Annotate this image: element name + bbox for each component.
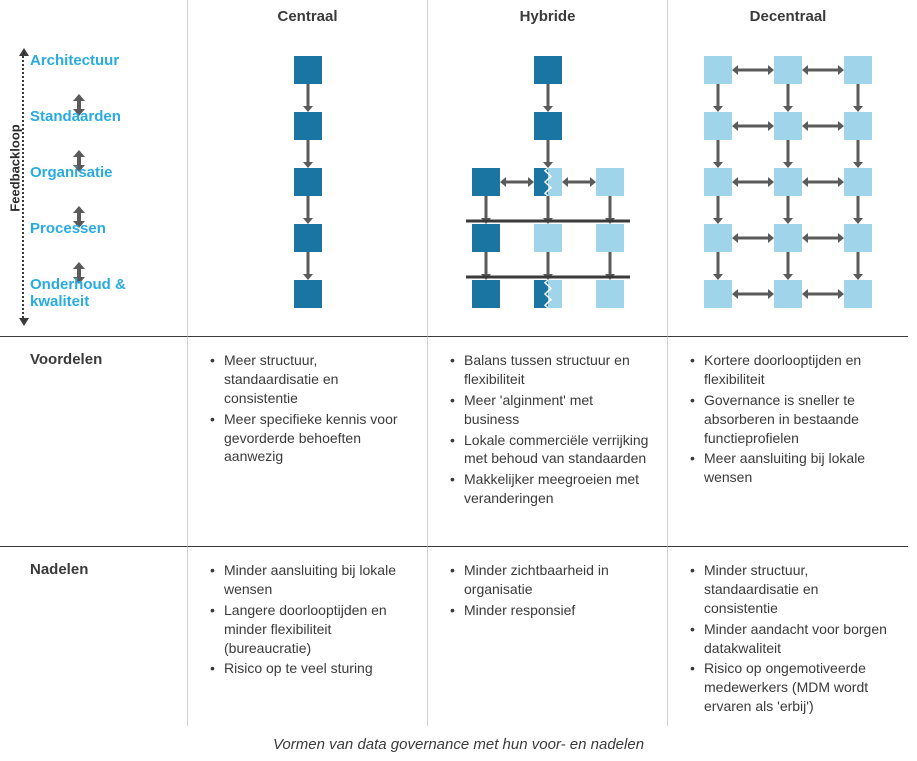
list-item: Balans tussen structuur en flexibiliteit bbox=[450, 351, 651, 389]
row-label-standaarden: Standaarden bbox=[30, 108, 187, 164]
diagram-decentraal bbox=[668, 38, 908, 336]
header-blank bbox=[30, 0, 188, 38]
cons-spacer bbox=[0, 546, 30, 726]
list-item: Meer aansluiting bij lokale wensen bbox=[690, 449, 892, 487]
diagram-hybride bbox=[428, 38, 668, 336]
list-item: Meer specifieke kennis voor gevorderde b… bbox=[210, 410, 411, 467]
column-header-hybride: Hybride bbox=[428, 0, 668, 38]
feedback-loop-axis: Feedbackloop bbox=[0, 0, 30, 336]
row-label-architectuur: Architectuur bbox=[30, 52, 187, 108]
pros-decentraal: Kortere doorlooptijden en flexibiliteitG… bbox=[668, 336, 908, 546]
feedback-loop-label: Feedbackloop bbox=[8, 124, 23, 211]
column-header-decentraal: Decentraal bbox=[668, 0, 908, 38]
list-item: Minder structuur, standaardisatie en con… bbox=[690, 561, 892, 618]
cons-centraal: Minder aansluiting bij lokale wensenLang… bbox=[188, 546, 428, 726]
pros-centraal: Meer structuur, standaardisatie en consi… bbox=[188, 336, 428, 546]
list-item: Risico op ongemotiveerde medewerkers (MD… bbox=[690, 659, 892, 716]
list-item: Governance is sneller te absorberen in b… bbox=[690, 391, 892, 448]
list-item: Meer structuur, standaardisatie en consi… bbox=[210, 351, 411, 408]
list-item: Risico op te veel sturing bbox=[210, 659, 411, 678]
list-item: Makkelijker meegroeien met veranderingen bbox=[450, 470, 651, 508]
list-item: Langere doorlooptijden en minder flexibi… bbox=[210, 601, 411, 658]
list-item: Minder aansluiting bij lokale wensen bbox=[210, 561, 411, 599]
pros-spacer bbox=[0, 336, 30, 546]
column-header-centraal: Centraal bbox=[188, 0, 428, 38]
feedback-loop-arrow bbox=[22, 56, 24, 318]
list-item: Minder aandacht voor borgen datakwalitei… bbox=[690, 620, 892, 658]
pros-hybride: Balans tussen structuur en flexibiliteit… bbox=[428, 336, 668, 546]
list-item: Minder responsief bbox=[450, 601, 651, 620]
list-item: Minder zichtbaarheid in organisatie bbox=[450, 561, 651, 599]
row-label-organisatie: Organisatie bbox=[30, 164, 187, 220]
pros-row-label: Voordelen bbox=[30, 336, 188, 546]
cons-row-label: Nadelen bbox=[30, 546, 188, 726]
row-labels-column: Architectuur Standaarden Organisatie Pro… bbox=[30, 38, 188, 336]
cons-decentraal: Minder structuur, standaardisatie en con… bbox=[668, 546, 908, 726]
cons-hybride: Minder zichtbaarheid in organisatie Minde… bbox=[428, 546, 668, 726]
diagram-centraal bbox=[188, 38, 428, 336]
list-item: Kortere doorlooptijden en flexibiliteit bbox=[690, 351, 892, 389]
list-item: Meer 'alginment' met business bbox=[450, 391, 651, 429]
figure-caption: Vormen van data governance met hun voor-… bbox=[0, 726, 917, 753]
row-label-onderhoud: Onderhoud & kwaliteit bbox=[30, 276, 187, 332]
list-item: Lokale commerciële verrijking met behoud… bbox=[450, 431, 651, 469]
row-label-processen: Processen bbox=[30, 220, 187, 276]
comparison-table: Feedbackloop Centraal Hybride Decentraal… bbox=[0, 0, 917, 726]
